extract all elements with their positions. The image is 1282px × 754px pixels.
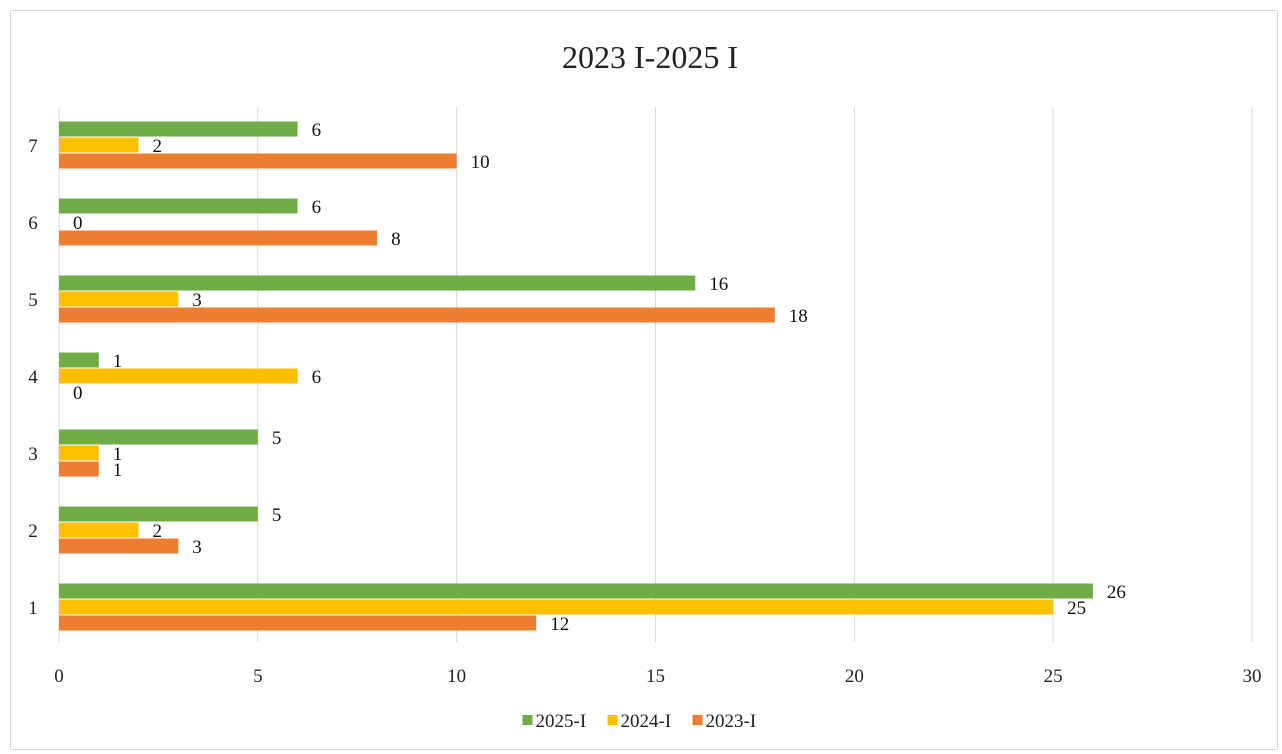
bar-2025-i-cat-1 <box>59 583 1093 599</box>
legend-label: 2025-I <box>536 711 587 732</box>
legend-label: 2023-I <box>706 711 757 732</box>
data-label: 2 <box>153 521 163 542</box>
data-label: 1 <box>113 460 123 481</box>
bar-2025-i-cat-6 <box>59 198 298 214</box>
data-label: 26 <box>1107 582 1126 603</box>
x-tick-label: 5 <box>253 666 263 687</box>
data-label: 25 <box>1067 598 1086 619</box>
data-label: 6 <box>312 120 322 141</box>
data-label: 6 <box>312 367 322 388</box>
legend-swatch-2025-i <box>522 715 533 725</box>
data-label: 12 <box>550 614 569 635</box>
legend: 2025-I 2024-I 2023-I <box>522 711 757 732</box>
data-label: 1 <box>113 351 123 372</box>
data-label: 3 <box>192 290 202 311</box>
y-tick-label: 4 <box>28 367 38 388</box>
bar-2024-i-cat-1 <box>59 599 1054 615</box>
data-label: 0 <box>73 213 83 234</box>
y-tick-label: 7 <box>28 136 38 157</box>
data-label: 2 <box>153 136 163 157</box>
x-tick-label: 10 <box>447 666 466 687</box>
x-tick-label: 25 <box>1044 666 1063 687</box>
bar-2024-i-cat-2 <box>59 522 139 538</box>
data-label: 8 <box>391 229 401 250</box>
x-tick-label: 30 <box>1243 666 1262 687</box>
bars <box>59 121 1093 631</box>
bar-2025-i-cat-2 <box>59 506 258 522</box>
chart-title: 2023 I-2025 I <box>562 39 738 75</box>
data-label: 10 <box>471 152 490 173</box>
data-label: 1 <box>113 444 123 465</box>
data-label: 5 <box>272 428 282 449</box>
x-tick-label: 0 <box>54 666 64 687</box>
bar-2023-i-cat-5 <box>59 307 775 323</box>
data-label: 18 <box>789 306 808 327</box>
bar-2025-i-cat-5 <box>59 275 696 291</box>
data-label: 5 <box>272 505 282 526</box>
bar-2023-i-cat-2 <box>59 538 179 554</box>
y-tick-label: 5 <box>28 290 38 311</box>
chart-container: 2023 I-2025 I 26 25 12 5 2 3 5 1 1 1 6 0 16 3 18 6 0 8 6 2 1… <box>10 10 1278 750</box>
bar-2023-i-cat-6 <box>59 230 378 246</box>
bar-2025-i-cat-3 <box>59 429 258 445</box>
legend-label: 2024-I <box>621 711 672 732</box>
data-label: 0 <box>73 383 83 404</box>
x-tick-label: 20 <box>845 666 864 687</box>
bar-2024-i-cat-5 <box>59 291 179 307</box>
bar-2023-i-cat-1 <box>59 615 537 631</box>
legend-swatch-2023-i <box>692 715 703 725</box>
x-tick-label: 15 <box>646 666 665 687</box>
y-tick-label: 6 <box>28 213 38 234</box>
bar-2024-i-cat-3 <box>59 445 99 461</box>
legend-swatch-2024-i <box>607 715 618 725</box>
bar-2025-i-cat-7 <box>59 121 298 137</box>
y-tick-label: 1 <box>28 598 38 619</box>
data-label: 3 <box>192 537 202 558</box>
bar-2024-i-cat-4 <box>59 368 298 384</box>
data-label: 6 <box>312 197 322 218</box>
y-tick-label: 2 <box>28 521 38 542</box>
bar-2025-i-cat-4 <box>59 352 99 368</box>
gridlines <box>58 107 1253 642</box>
data-label: 16 <box>709 274 728 295</box>
bar-2023-i-cat-3 <box>59 461 99 477</box>
bar-chart: 2023 I-2025 I 26251252351116016318608621… <box>28 39 1261 732</box>
y-tick-label: 3 <box>28 444 38 465</box>
bar-2023-i-cat-7 <box>59 153 457 169</box>
bar-2024-i-cat-7 <box>59 137 139 153</box>
